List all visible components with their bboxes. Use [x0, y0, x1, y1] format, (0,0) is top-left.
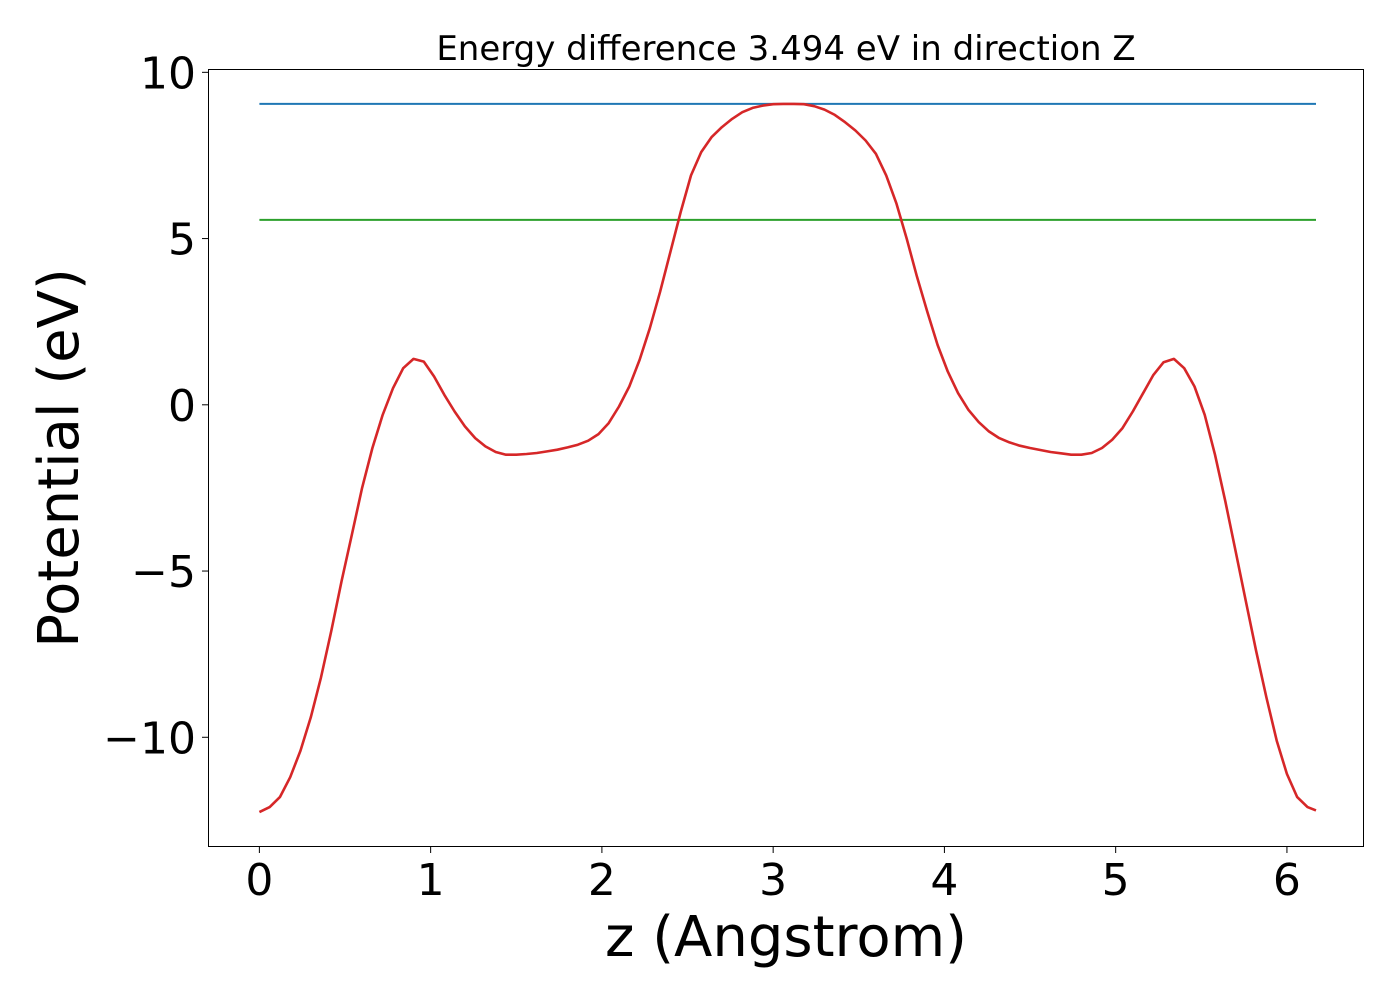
- x-tick-label: 0: [245, 855, 273, 906]
- y-axis-ticks: 10 5 0 −5 −10: [103, 48, 208, 764]
- x-tick-label: 4: [930, 855, 958, 906]
- y-tick-label: 0: [168, 381, 196, 432]
- series-line-3: [258, 102, 1317, 814]
- x-tick-label: 6: [1273, 855, 1301, 906]
- x-tick-label: 1: [417, 855, 445, 906]
- y-tick-label: 5: [168, 215, 196, 266]
- chart-title: Energy difference 3.494 eV in direction …: [436, 29, 1135, 69]
- y-tick-label: −10: [103, 713, 196, 764]
- series-layer: [258, 102, 1317, 814]
- y-tick-label: 10: [140, 48, 196, 99]
- y-axis-label: Potential (eV): [27, 268, 92, 648]
- x-tick-label: 3: [759, 855, 787, 906]
- x-tick-label: 2: [588, 855, 616, 906]
- x-tick-label: 5: [1102, 855, 1130, 906]
- x-axis-ticks: 0 1 2 3 4 5 6: [245, 847, 1301, 906]
- y-tick-label: −5: [131, 547, 196, 598]
- plot-frame: [208, 69, 1364, 847]
- x-axis-label: z (Angstrom): [605, 905, 967, 970]
